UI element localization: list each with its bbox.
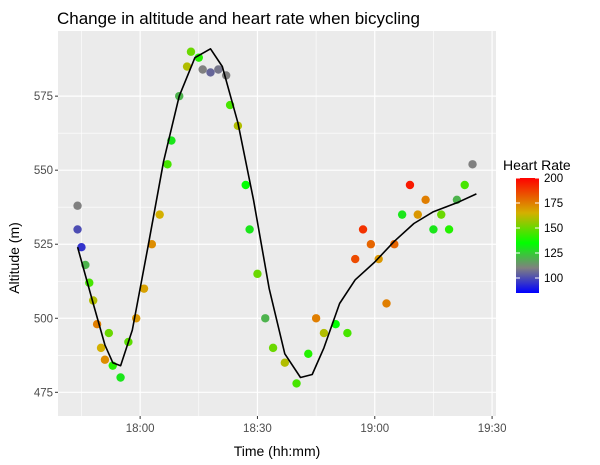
data-point — [245, 225, 254, 234]
data-point — [77, 242, 86, 252]
data-point — [405, 180, 415, 190]
data-point — [261, 314, 270, 323]
data-point — [253, 269, 262, 279]
y-axis: 475 500 525 550 575 — [34, 91, 58, 399]
data-point — [73, 225, 82, 234]
data-point — [116, 373, 125, 382]
data-point — [147, 240, 157, 249]
data-point — [304, 349, 313, 359]
legend: Heart Rate 100 125 150 175 200 — [503, 157, 571, 293]
data-point — [268, 343, 278, 353]
x-tick-label: 18:00 — [126, 423, 155, 435]
data-point — [96, 343, 106, 353]
chart-title: Change in altitude and heart rate when b… — [57, 9, 420, 28]
data-point — [421, 195, 430, 205]
data-point — [206, 68, 215, 77]
legend-tick-label: 150 — [544, 223, 563, 235]
data-point — [194, 53, 203, 62]
y-tick-label: 550 — [34, 165, 53, 177]
legend-title: Heart Rate — [503, 157, 571, 173]
legend-tick-label: 200 — [544, 173, 563, 185]
y-tick-label: 475 — [34, 387, 53, 399]
data-point — [397, 210, 407, 219]
data-point — [444, 225, 454, 234]
legend-tick-label: 175 — [544, 198, 563, 210]
data-point — [382, 299, 391, 308]
data-point — [139, 284, 149, 293]
data-point — [366, 240, 376, 249]
x-axis-title: Time (hh:mm) — [234, 443, 321, 459]
legend-tick-label: 100 — [544, 273, 563, 285]
data-point — [292, 379, 301, 388]
legend-tick-label: 125 — [544, 248, 563, 260]
x-tick-label: 18:30 — [243, 423, 272, 435]
y-axis-title: Altitude (m) — [6, 222, 22, 294]
data-point — [319, 328, 329, 338]
x-tick-label: 19:00 — [360, 423, 389, 435]
x-tick-label: 19:30 — [478, 423, 507, 435]
legend-colorbar — [516, 178, 539, 293]
x-axis: 18:00 18:30 19:00 19:30 — [126, 416, 507, 435]
data-point — [186, 47, 196, 56]
data-point — [73, 201, 82, 210]
data-point — [343, 328, 352, 338]
data-point — [460, 180, 469, 190]
y-tick-label: 500 — [34, 313, 53, 325]
data-point — [351, 254, 360, 264]
data-point — [358, 225, 368, 234]
panel-background — [58, 31, 496, 416]
data-point — [280, 358, 290, 367]
data-point — [437, 210, 446, 219]
data-point — [155, 210, 164, 219]
data-point — [163, 160, 172, 169]
data-point — [214, 65, 223, 74]
data-point — [182, 62, 192, 71]
data-point — [241, 180, 250, 190]
data-point — [390, 240, 399, 249]
data-point — [104, 328, 114, 338]
plot-panel — [58, 31, 496, 416]
data-point — [311, 314, 321, 323]
data-point — [100, 355, 110, 364]
data-point — [198, 65, 207, 74]
data-point — [429, 225, 438, 234]
y-tick-label: 575 — [34, 91, 53, 103]
data-point — [468, 160, 477, 169]
y-tick-label: 525 — [34, 239, 53, 251]
data-point — [413, 210, 422, 219]
smooth-trend-line — [76, 48, 477, 379]
